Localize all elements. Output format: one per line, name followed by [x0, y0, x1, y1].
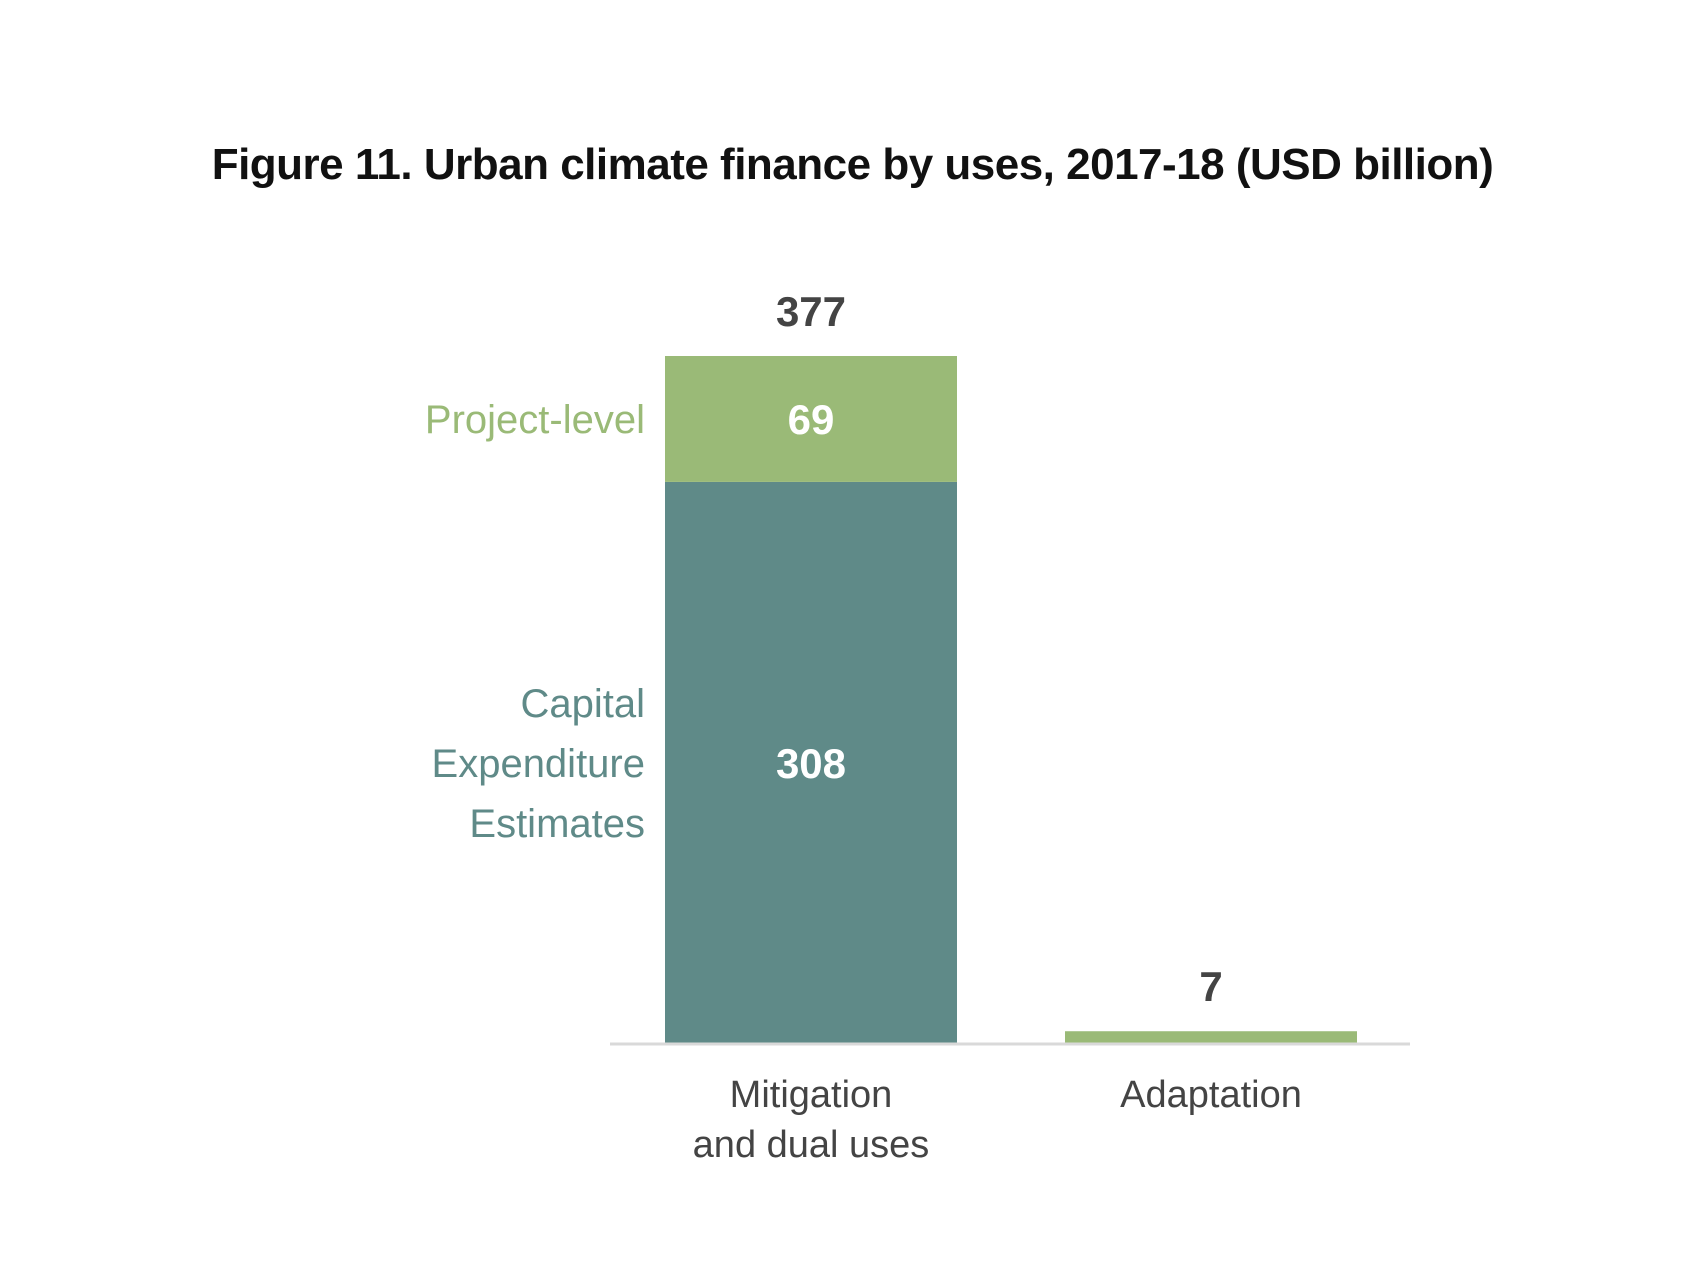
category-label-0-0: Mitigation: [730, 1074, 893, 1116]
category-label-0-1: and dual uses: [693, 1124, 930, 1166]
bar-segment-0-1: [665, 356, 957, 482]
series-label-1-0: Project-level: [425, 398, 645, 442]
series-label-0-2: Estimates: [469, 802, 645, 846]
series-label-0-0: Capital: [520, 682, 645, 726]
total-value-label-0: 377: [776, 288, 846, 335]
chart-title: Figure 11. Urban climate finance by uses…: [211, 140, 1494, 189]
segment-value-label-0-1: 69: [788, 396, 835, 443]
total-value-label-1: 7: [1199, 963, 1222, 1010]
series-label-0-1: Expenditure: [432, 742, 645, 786]
bar-segment-1-1: [1065, 1031, 1357, 1044]
bars-layer: [665, 356, 1357, 1044]
bar-segment-0-0: [665, 481, 957, 1044]
segment-value-label-0-0: 308: [776, 740, 846, 787]
labels-layer: 308 69 377 Mitigation and dual uses 7 Adaptati…: [425, 288, 1302, 1166]
category-label-1-0: Adaptation: [1120, 1074, 1302, 1116]
